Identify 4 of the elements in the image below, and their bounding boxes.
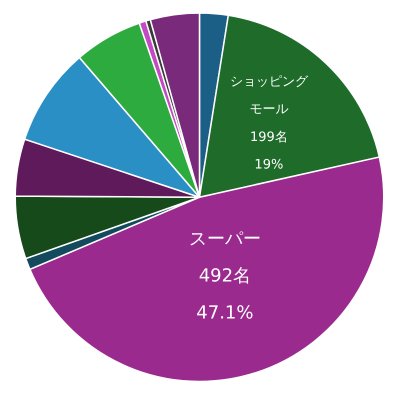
data-label: 199名 19%	[250, 130, 288, 172]
slice-label: ショッピングモール	[230, 74, 309, 118]
slice-label: スーパー	[188, 228, 261, 250]
data-label: 492名 47.1%	[196, 266, 254, 324]
